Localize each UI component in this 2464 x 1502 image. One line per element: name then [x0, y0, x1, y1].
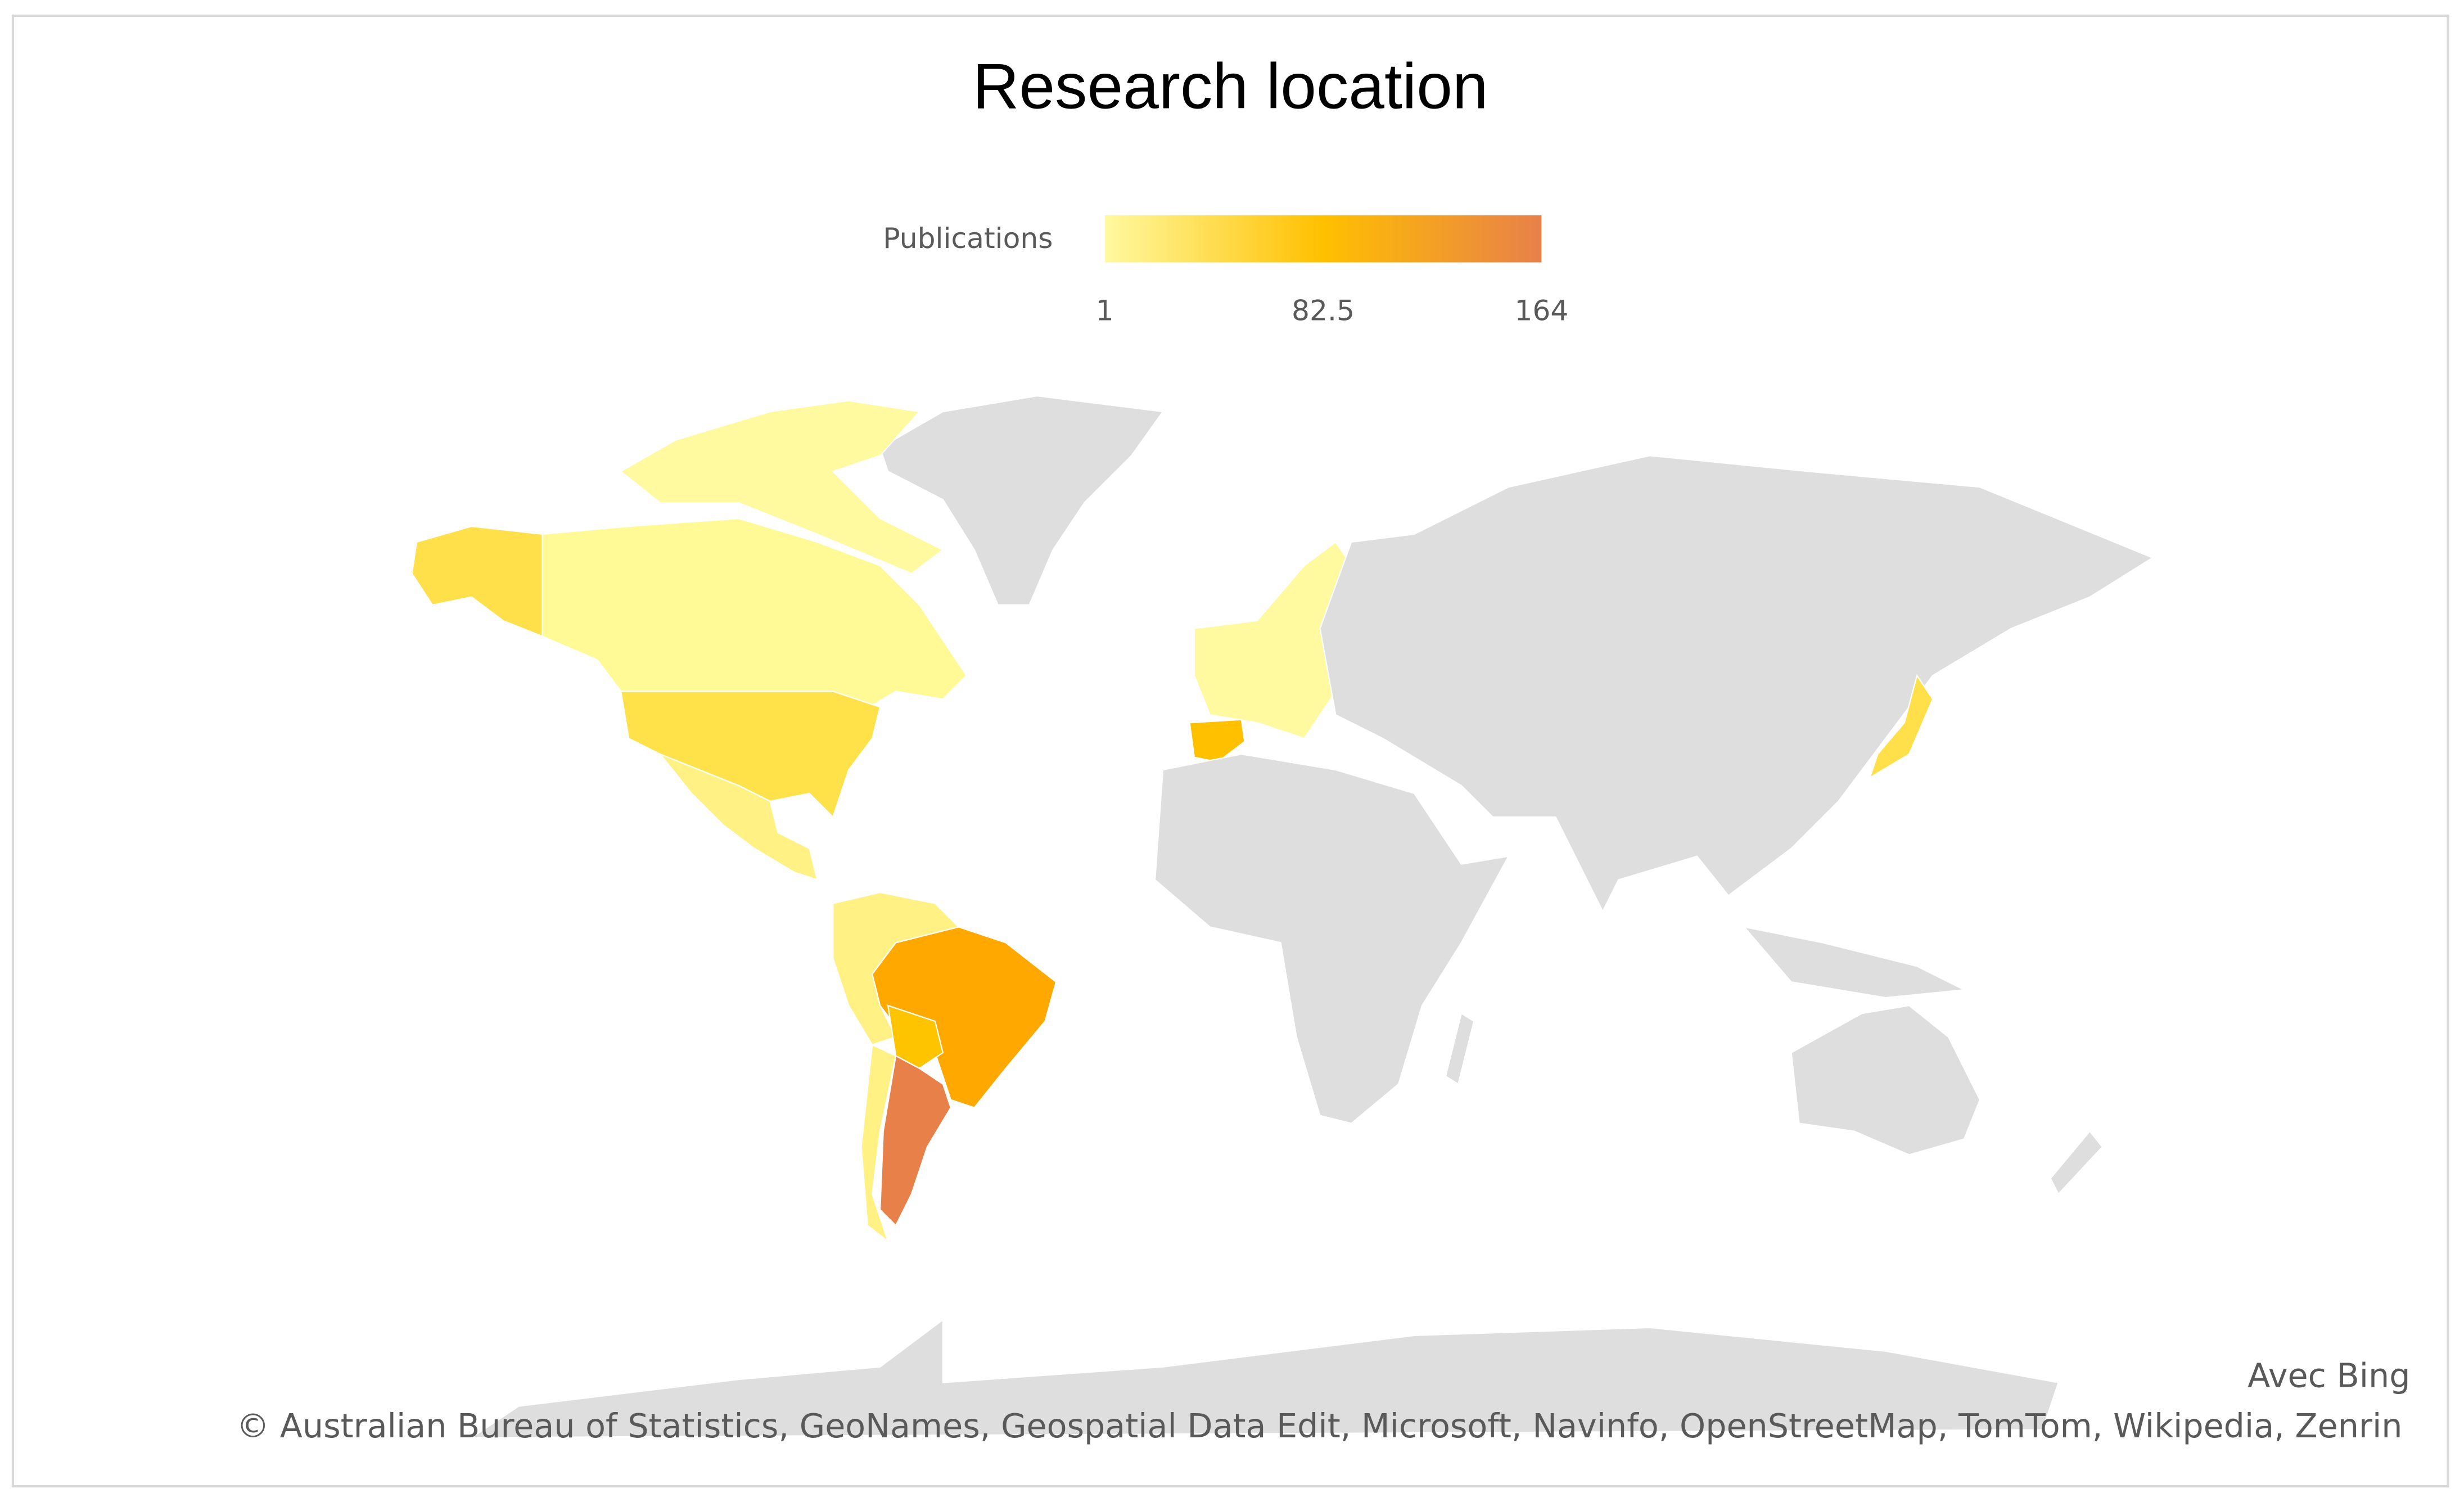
world-map — [411, 395, 2154, 1438]
region — [879, 395, 1165, 606]
region — [658, 752, 818, 881]
region — [887, 1004, 944, 1070]
region — [470, 1318, 2060, 1438]
region — [1154, 753, 1510, 1124]
region — [1869, 674, 1934, 779]
region — [2050, 1130, 2104, 1196]
region — [1189, 719, 1245, 763]
region — [871, 926, 1057, 1109]
region — [1319, 455, 2154, 913]
map-source: Avec Bing — [2248, 1356, 2410, 1395]
region — [411, 525, 543, 638]
colorbar-title: Publications — [883, 222, 1053, 255]
map-copyright: © Australian Bureau of Statistics, GeoNa… — [236, 1407, 2402, 1445]
region — [1790, 1004, 1981, 1156]
colorbar-tick-label: 164 — [1514, 294, 1568, 327]
region — [1445, 1012, 1475, 1085]
colorbar-tick-label: 82.5 — [1292, 294, 1355, 327]
region — [1742, 926, 1966, 999]
colorbar-tick-label: 1 — [1096, 294, 1114, 327]
region — [879, 1054, 952, 1227]
region — [620, 400, 945, 575]
colorbar — [1104, 215, 1542, 263]
region — [541, 517, 968, 716]
chart-title: Research location — [973, 50, 1488, 122]
